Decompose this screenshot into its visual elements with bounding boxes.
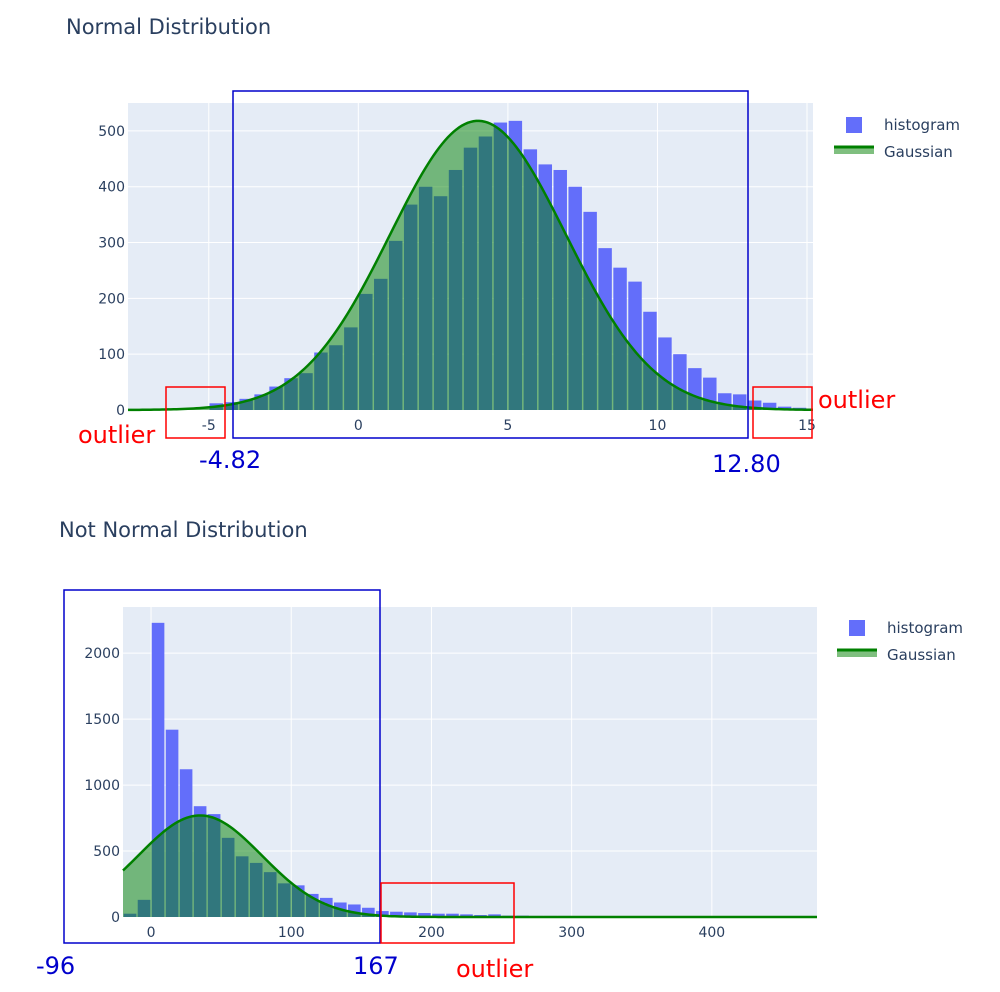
range-box (63, 589, 381, 944)
outlier-label: outlier (818, 386, 895, 414)
y-tick-label: 300 (98, 236, 125, 252)
chart-title: Not Normal Distribution (59, 518, 308, 542)
outlier-label: outlier (78, 421, 155, 449)
range-box (232, 90, 749, 439)
x-tick-label: 10 (649, 418, 667, 434)
x-tick-label: 300 (558, 925, 585, 941)
legend-label-histogram: histogram (887, 619, 963, 637)
histogram-bar (390, 911, 403, 917)
x-tick-label: 5 (503, 418, 512, 434)
y-tick-label: 0 (116, 403, 125, 419)
bound-label: -96 (36, 952, 75, 980)
chart-normal-distribution: Normal Distribution 0 100 200 300 400 500 -5 0 5 1… (66, 15, 960, 478)
y-tick-label: 100 (98, 347, 125, 363)
histogram-bar (418, 913, 431, 917)
x-tick-label: 0 (147, 925, 156, 941)
chart-title: Normal Distribution (66, 15, 271, 39)
bound-label: 167 (353, 952, 399, 980)
histogram-bar (488, 914, 501, 917)
histogram-bar (747, 400, 762, 410)
gaussian-line (122, 814, 817, 919)
y-tick-label: 500 (93, 844, 120, 860)
y-tick-label: 200 (98, 291, 125, 307)
x-tick-label: -5 (202, 418, 216, 434)
gaussian-line (127, 119, 814, 412)
outlier-box (165, 386, 226, 439)
bound-label: -4.82 (199, 446, 261, 474)
x-tick-label: 0 (354, 418, 363, 434)
outlier-box (380, 882, 515, 944)
y-tick-label: 0 (111, 910, 120, 926)
legend-label-gaussian: Gaussian (887, 646, 956, 664)
histogram-bar (432, 913, 445, 917)
legend-label-gaussian: Gaussian (884, 143, 953, 161)
chart-not-normal-distribution: Not Normal Distribution 0 500 1000 1500 2000 0… (36, 518, 963, 983)
y-tick-label: 500 (98, 124, 125, 140)
outlier-box (752, 386, 813, 439)
histogram-bar (460, 914, 473, 917)
histogram-bar (762, 402, 777, 410)
x-tick-label: 400 (698, 925, 725, 941)
legend-swatch-histogram (846, 117, 862, 133)
gaussian-area (123, 815, 817, 917)
legend-swatch-gaussian (837, 649, 877, 657)
x-tick-label: 15 (798, 418, 816, 434)
x-tick-label: 100 (278, 925, 305, 941)
histogram-bar (362, 907, 375, 917)
y-tick-label: 400 (98, 180, 125, 196)
legend-swatch-histogram (849, 620, 865, 636)
histogram-bar (376, 911, 389, 917)
legend-label-histogram: histogram (884, 116, 960, 134)
x-tick-label: 200 (418, 925, 445, 941)
histogram-bar (404, 912, 417, 917)
histogram-bar (446, 913, 459, 917)
gaussian-area (128, 120, 813, 410)
y-tick-label: 2000 (84, 646, 120, 662)
y-tick-label: 1000 (84, 778, 120, 794)
y-tick-label: 1500 (84, 712, 120, 728)
bound-label: 12.80 (712, 450, 781, 478)
legend-swatch-gaussian (834, 146, 874, 154)
outlier-label: outlier (456, 955, 533, 983)
